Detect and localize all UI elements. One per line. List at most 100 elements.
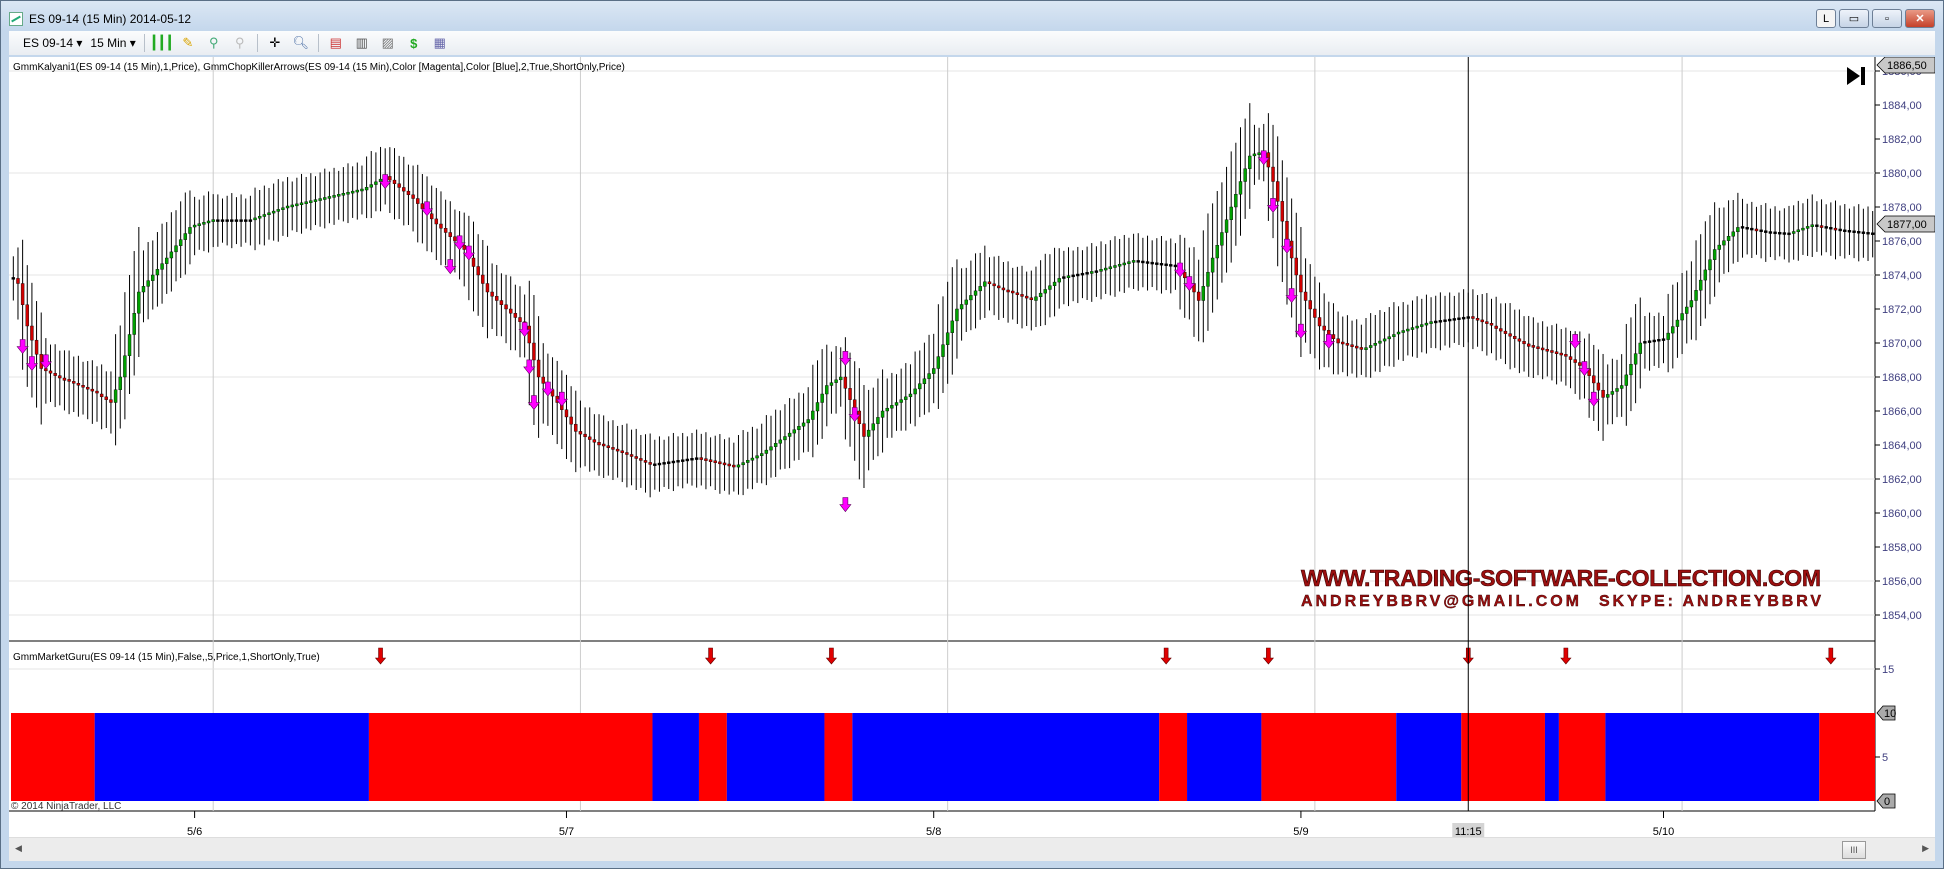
scroll-right-arrow-icon[interactable]: ▶ [1922,843,1929,853]
bar-body [1773,231,1777,235]
bar-body [987,281,992,285]
bar-body [1559,352,1563,356]
bar-body [648,462,652,465]
bar-body [429,213,434,220]
market-guru-block [852,713,1160,801]
horizontal-scrollbar[interactable]: ◀ III ▶ [9,837,1935,861]
bar-body [843,376,848,389]
search-icon[interactable]: 🔍︎ [292,35,310,50]
bar-body [1712,249,1717,260]
short-arrow-icon [1587,391,1600,407]
bar-body [1029,297,1034,301]
instrument-selector[interactable]: ES 09-14 ▾ [23,36,83,50]
bar-body [1429,321,1433,324]
bar-body [72,381,76,384]
bar-body [606,445,611,448]
chart-area[interactable]: 1886,001884,001882,001880,001878,001876,… [9,56,1936,838]
crosshair-icon[interactable]: ✛ [269,35,281,50]
bar-body [1652,339,1656,343]
signal-arrow-icon [825,647,838,665]
scrollbar-thumb[interactable]: III [1842,841,1866,859]
zoom-in-icon[interactable]: ⚲ [209,35,219,50]
bar-body [625,452,629,455]
bar-body [1099,269,1103,272]
bar-body [1071,274,1075,278]
bar-body [1531,345,1536,348]
close-button[interactable]: ✕ [1905,9,1935,28]
bar-body [904,396,908,400]
bar-body [1736,227,1740,233]
bar-body [81,385,85,388]
price-tick-label: 1872,00 [1882,304,1922,316]
bar-body [25,304,29,327]
bar-body [1275,181,1280,202]
restore-button[interactable]: ▫ [1872,9,1902,28]
bar-body [1759,229,1763,233]
short-arrow-icon [1280,238,1294,254]
bar-body [211,219,215,222]
drawing-pencil-icon[interactable]: ✎ [182,35,194,50]
bar-body [1615,388,1619,392]
bar-body [643,460,648,463]
bar-body [1094,270,1099,273]
signal-arrow-icon [1262,647,1275,665]
bar-body [1475,318,1480,321]
indicators-icon[interactable]: ▤ [329,35,342,50]
short-arrow-icon [25,356,39,371]
bar-body [1443,319,1447,322]
market-guru-block [11,713,95,801]
bar-body [1499,328,1503,332]
lock-button[interactable]: L [1816,9,1836,28]
bar-body [634,456,638,459]
dollar-icon[interactable]: $ [410,35,418,51]
bar-body [1322,325,1326,331]
bar-body [513,313,518,318]
price-bars [11,103,1875,498]
bar-body [85,386,90,390]
bar-body [1870,232,1875,235]
chart-canvas[interactable]: 1886,001884,001882,001880,001878,001876,… [9,56,1936,838]
bar-body [1108,266,1113,269]
bar-body [569,416,573,425]
price-tick-label: 1854,00 [1882,610,1922,622]
short-arrow-icon [839,497,852,513]
strategies-icon[interactable]: ▥ [355,35,368,50]
bar-body [1745,227,1749,230]
indicator-tick-label: 5 [1882,752,1888,764]
bar-body [1847,230,1852,233]
bar-style-icon[interactable]: ┃┃┃ [150,35,174,50]
bar-body [862,423,866,437]
bar-body [1141,260,1145,264]
bar-body [1085,272,1089,275]
bar-body [1424,322,1429,326]
interval-selector[interactable]: 15 Min ▾ [90,36,136,50]
minimize-button[interactable]: ▭ [1839,9,1869,28]
chart-properties-icon[interactable]: ▨ [381,35,394,50]
bar-body [234,219,239,222]
zoom-out-icon[interactable]: ⚲ [235,35,245,50]
bar-body [997,285,1001,289]
short-arrow-icon [541,381,555,397]
bar-body [829,382,834,386]
bar-body [90,388,95,392]
bar-body [309,200,313,203]
bar-body [1666,332,1670,340]
bar-body [1778,231,1782,235]
bar-body [583,433,587,438]
bar-body [1554,351,1559,354]
bar-body [1215,245,1219,259]
bar-body [109,399,113,403]
bar-body [1685,306,1689,314]
scroll-left-arrow-icon[interactable]: ◀ [15,843,22,853]
bar-body [769,446,773,451]
bar-body [871,423,875,431]
bar-body [1568,356,1573,360]
bar-body [1819,225,1824,228]
bar-body [202,222,206,225]
bar-body [1633,353,1638,365]
price-tick-label: 1862,00 [1882,474,1922,486]
bar-body [1573,359,1577,363]
bar-body [541,376,545,384]
short-arrow-icon [379,174,392,190]
data-box-icon[interactable]: ▦ [433,35,446,50]
